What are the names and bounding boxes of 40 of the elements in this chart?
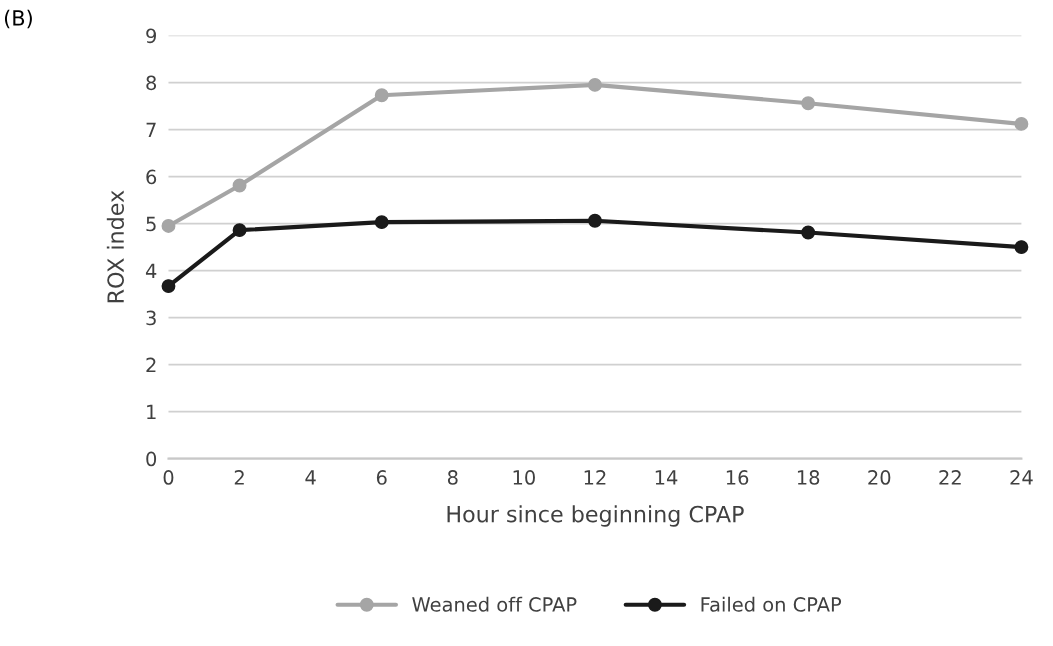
y-axis-title: ROX index bbox=[106, 190, 125, 303]
legend-label: Failed on CPAP bbox=[701, 596, 842, 612]
x-tick-label: 18 bbox=[797, 470, 820, 485]
x-tick-label: 16 bbox=[726, 470, 749, 485]
x-tick-label: 24 bbox=[1010, 470, 1033, 485]
y-tick-label: 0 bbox=[146, 451, 157, 467]
x-tick-label: 22 bbox=[939, 470, 961, 485]
x-tick-label: 12 bbox=[584, 470, 606, 485]
y-tick-label: 4 bbox=[145, 263, 157, 278]
point bbox=[374, 215, 389, 230]
y-tick-label: 2 bbox=[146, 357, 156, 373]
text: (B) bbox=[4, 9, 32, 29]
x-tick-label: 20 bbox=[868, 470, 891, 485]
y-tick-label: 3 bbox=[146, 310, 156, 326]
point bbox=[587, 77, 602, 92]
x-tick-label: 10 bbox=[513, 470, 535, 485]
point bbox=[161, 218, 176, 233]
point bbox=[232, 223, 247, 238]
legend-label: Weaned off CPAP bbox=[412, 596, 577, 612]
point bbox=[587, 213, 602, 228]
point bbox=[801, 225, 816, 240]
x-tick-label: 4 bbox=[305, 470, 316, 485]
y-tick-label: 1 bbox=[147, 404, 156, 420]
x-tick-label: 6 bbox=[376, 470, 387, 485]
y-tick-label: 9 bbox=[146, 28, 156, 44]
y-tick-label: 6 bbox=[146, 169, 157, 185]
x-tick-label: 14 bbox=[655, 470, 678, 485]
x-tick-label: 2 bbox=[234, 470, 244, 485]
y-tick-label: 7 bbox=[146, 122, 156, 137]
y-tick-label: 5 bbox=[146, 216, 156, 232]
x-tick-label: 0 bbox=[163, 470, 174, 485]
point bbox=[374, 88, 389, 103]
point bbox=[1014, 116, 1029, 131]
x-axis-title: Hour since beginning CPAP bbox=[447, 505, 744, 527]
point bbox=[232, 178, 247, 193]
point bbox=[161, 279, 176, 294]
point bbox=[801, 96, 816, 111]
point bbox=[1014, 240, 1029, 255]
y-tick-label: 8 bbox=[146, 75, 157, 91]
x-tick-label: 8 bbox=[447, 470, 458, 485]
